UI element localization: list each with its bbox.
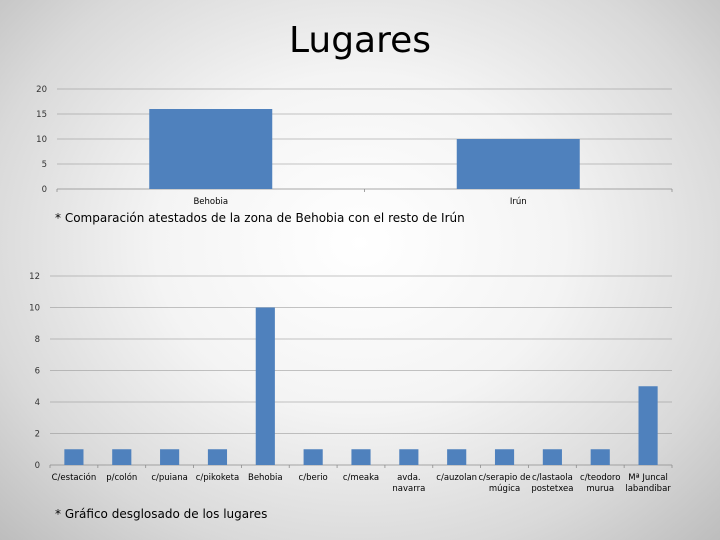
slide-title: Lugares — [288, 20, 432, 61]
x-category-label: c/auzolan — [436, 473, 477, 483]
x-category-label: p/colón — [106, 472, 137, 483]
x-category-label: Behobia — [248, 473, 283, 483]
x-category-label: c/teodoro murua — [580, 473, 620, 494]
x-category-label: Irún — [510, 197, 527, 207]
bar-c-estaci-n — [64, 449, 84, 465]
bar-c-auzolan — [447, 449, 467, 465]
caption-top: * Comparación atestados de la zona de Be… — [55, 211, 465, 225]
x-category-label: C/estación — [52, 472, 97, 483]
x-category-label: c/berio — [299, 473, 328, 483]
y-tick-label: 0 — [42, 185, 47, 195]
x-category-label: c/puiana — [151, 473, 188, 483]
caption-bottom: * Gráfico desglosado de los lugares — [55, 507, 268, 521]
y-tick-label: 10 — [36, 135, 47, 145]
y-tick-label: 20 — [36, 85, 47, 95]
bar-behobia — [149, 109, 273, 189]
bar-c-puiana — [160, 449, 180, 465]
bar-c-meaka — [351, 449, 371, 465]
x-category-label: avda. navarra — [392, 473, 425, 494]
y-tick-label: 10 — [29, 304, 40, 314]
bar-ir-n — [456, 139, 580, 189]
bar-behobia — [255, 307, 275, 465]
x-category-label: c/serapio de múgica — [478, 473, 530, 494]
bar-c-pikoketa — [207, 449, 228, 465]
bar-c-serapio-de-m-gica — [494, 449, 515, 465]
bar-mª-juncal-labandibar — [638, 386, 658, 465]
y-tick-label: 8 — [35, 335, 40, 345]
y-tick-label: 0 — [35, 461, 40, 471]
x-category-label: Mª Juncal labandibar — [625, 473, 671, 494]
y-tick-label: 12 — [29, 272, 40, 282]
bar-c-teodoro-murua — [590, 449, 610, 465]
y-tick-label: 6 — [35, 367, 40, 377]
y-tick-label: 5 — [42, 160, 47, 170]
y-tick-label: 2 — [35, 430, 40, 440]
x-category-label: c/pikoketa — [196, 473, 240, 483]
y-tick-label: 15 — [36, 110, 47, 120]
x-category-label: Behobia — [193, 197, 228, 207]
bar-p-col-n — [112, 449, 132, 465]
x-category-label: c/lastaola postetxea — [531, 473, 573, 494]
bar-c-lastaola-postetxea — [542, 449, 562, 465]
bar-c-berio — [303, 449, 323, 465]
bar-avda-navarra — [399, 449, 419, 465]
x-category-label: c/meaka — [343, 473, 379, 483]
y-tick-label: 4 — [35, 398, 40, 408]
